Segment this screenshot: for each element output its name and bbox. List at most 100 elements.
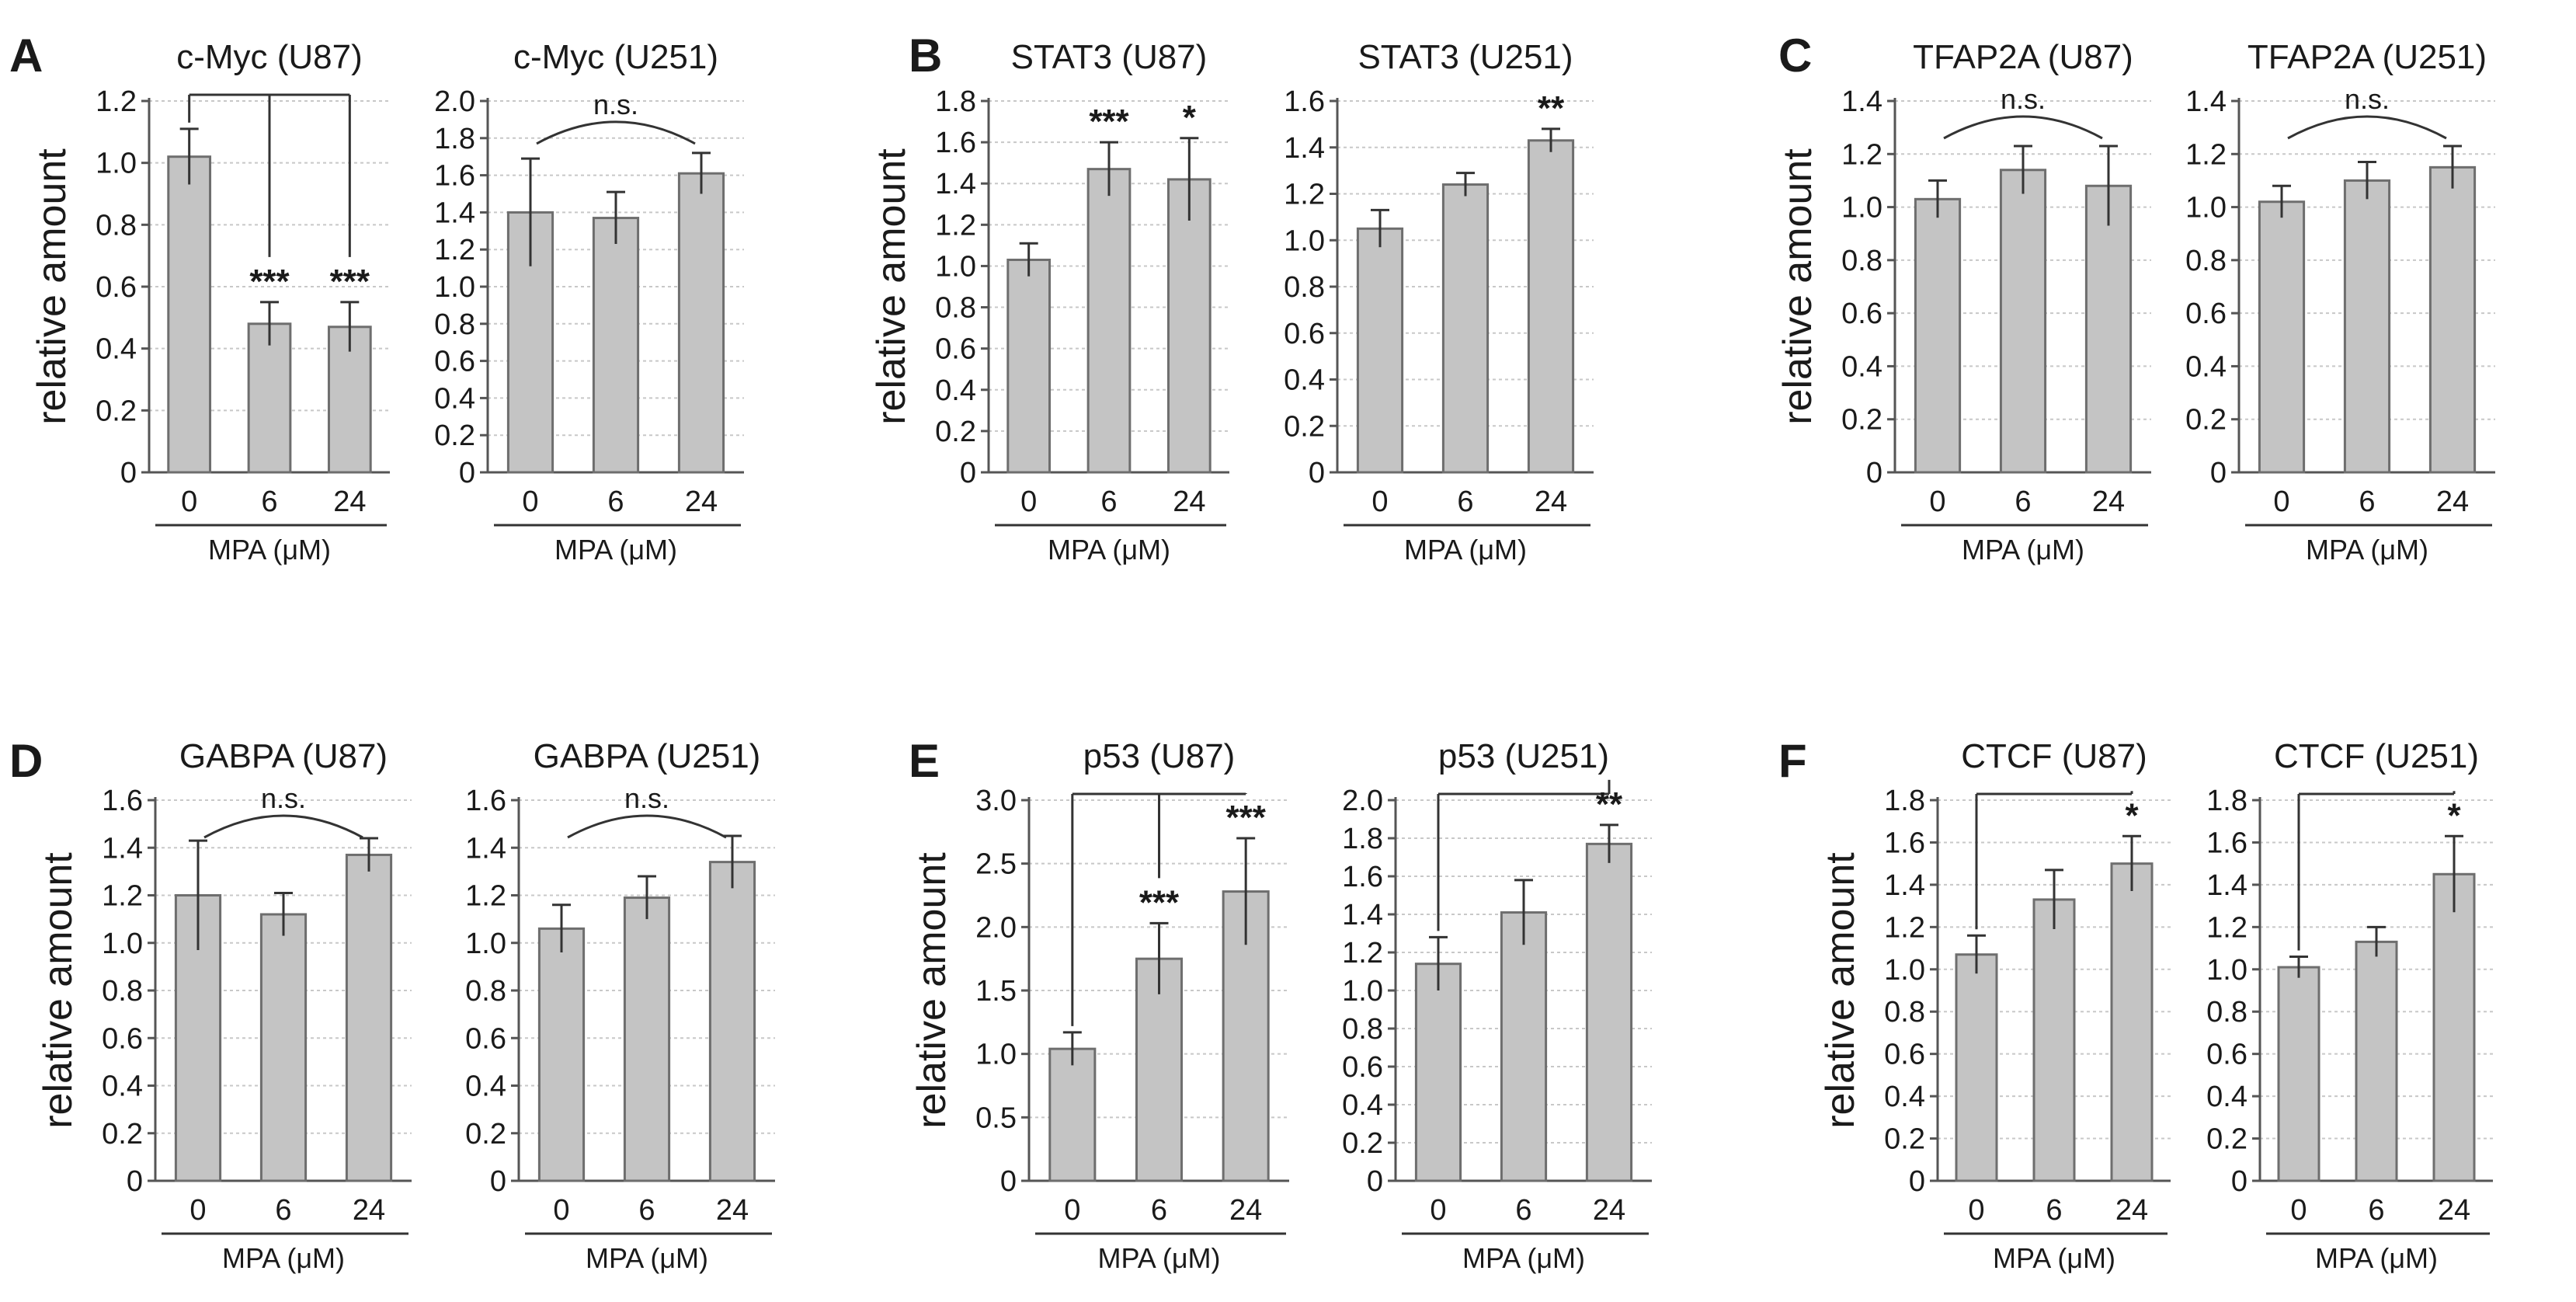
x-tick-label: 6 xyxy=(1100,486,1117,518)
panel-letter-e: E xyxy=(909,735,940,787)
bar xyxy=(677,172,725,474)
y-tick-label: 1.8 xyxy=(1342,823,1383,855)
y-tick-label: 0.2 xyxy=(1284,410,1325,443)
y-axis-label: relative amount xyxy=(30,148,75,425)
y-tick-label: 1.6 xyxy=(1284,85,1325,118)
x-tick-label: 24 xyxy=(2436,486,2469,518)
x-tick-label: 0 xyxy=(553,1194,569,1227)
x-axis-label: MPA (μM) xyxy=(1993,1242,2115,1274)
y-tick-label: 0 xyxy=(127,1165,143,1198)
y-tick-label: 1.4 xyxy=(1284,132,1325,165)
y-tick-label: 1.0 xyxy=(102,928,143,960)
y-tick-label: 0.2 xyxy=(96,395,137,427)
x-tick-label: 0 xyxy=(181,486,197,518)
y-tick-label: 0.4 xyxy=(1884,1081,1925,1113)
y-tick-label: 1.0 xyxy=(2206,954,2247,987)
y-tick-label: 1.2 xyxy=(935,209,976,242)
bar xyxy=(1527,139,1575,474)
y-tick-label: 1.5 xyxy=(975,975,1017,1008)
y-tick-label: 1.8 xyxy=(434,123,475,155)
bar xyxy=(1955,953,1998,1182)
y-tick-label: 1.0 xyxy=(465,928,506,960)
y-tick-label: 1.6 xyxy=(1342,861,1383,893)
x-tick-label: 0 xyxy=(2290,1194,2307,1227)
x-tick-label: 24 xyxy=(1593,1194,1625,1227)
y-tick-label: 1.2 xyxy=(2206,911,2247,944)
x-tick-label: 6 xyxy=(607,486,624,518)
y-tick-label: 0.8 xyxy=(1884,996,1925,1029)
y-tick-label: 0.8 xyxy=(102,975,143,1008)
significance-marker: * xyxy=(1183,99,1197,137)
bar xyxy=(1414,963,1462,1182)
y-tick-label: 0 xyxy=(1909,1165,1925,1198)
y-tick-label: 0.8 xyxy=(434,308,475,341)
y-tick-label: 0.4 xyxy=(1841,350,1882,383)
y-tick-label: 0.6 xyxy=(1284,318,1325,350)
y-tick-label: 2.0 xyxy=(975,911,1017,944)
x-tick-label: 6 xyxy=(638,1194,655,1227)
y-tick-label: 1.0 xyxy=(1884,954,1925,987)
bar xyxy=(2355,940,2398,1182)
y-tick-label: 0 xyxy=(120,457,137,489)
y-tick-label: 0.8 xyxy=(2185,245,2227,277)
x-tick-label: 6 xyxy=(275,1194,291,1227)
y-tick-label: 1.0 xyxy=(2185,192,2227,225)
x-tick-label: 24 xyxy=(1535,486,1567,518)
x-tick-label: 24 xyxy=(716,1194,749,1227)
x-tick-label: 0 xyxy=(1968,1194,1984,1227)
y-axis-label: relative amount xyxy=(1818,852,1863,1129)
y-tick-label: 1.0 xyxy=(975,1039,1017,1071)
y-tick-label: 0.6 xyxy=(1841,298,1882,330)
x-tick-label: 6 xyxy=(2359,486,2375,518)
ns-label: n.s. xyxy=(2345,83,2390,115)
x-axis-label: MPA (μM) xyxy=(1404,534,1527,566)
y-tick-label: 1.4 xyxy=(434,197,475,229)
chart-title: p53 (U87) xyxy=(1083,737,1236,775)
bar xyxy=(2110,862,2154,1182)
x-axis-label: MPA (μM) xyxy=(2306,534,2428,566)
y-tick-label: 1.4 xyxy=(2185,85,2227,118)
y-tick-label: 0.2 xyxy=(1884,1123,1925,1156)
significance-marker: *** xyxy=(1225,799,1266,837)
x-axis-label: MPA (μM) xyxy=(2315,1242,2438,1274)
y-tick-label: 0.5 xyxy=(975,1102,1017,1134)
significance-marker: ** xyxy=(1538,89,1565,127)
x-tick-label: 6 xyxy=(2015,486,2031,518)
chart-title: CTCF (U87) xyxy=(1961,737,2147,775)
y-tick-label: 1.0 xyxy=(96,148,137,180)
chart-e-u87: 0 0.5 1.0 1.5 2.0 2.5 3.0 0 6 24 MPA (μM) p53 (U87)… xyxy=(909,737,1289,1274)
y-tick-label: 0 xyxy=(2210,457,2227,489)
y-tick-label: 1.0 xyxy=(935,250,976,283)
y-tick-label: 0.4 xyxy=(96,333,137,366)
y-tick-label: 0.2 xyxy=(434,419,475,452)
bar xyxy=(1441,183,1490,474)
bar xyxy=(167,155,212,474)
bar xyxy=(2277,966,2320,1182)
x-axis-label: MPA (μM) xyxy=(586,1242,708,1274)
x-tick-label: 24 xyxy=(1173,486,1205,518)
y-tick-label: 0.6 xyxy=(1884,1039,1925,1071)
bar xyxy=(2432,872,2476,1182)
y-tick-label: 1.4 xyxy=(1841,85,1882,118)
chart-title: TFAP2A (U251) xyxy=(2247,38,2487,76)
panel-letter-b: B xyxy=(909,30,942,82)
bar xyxy=(2428,165,2477,474)
x-tick-label: 6 xyxy=(261,486,277,518)
y-axis-label: relative amount xyxy=(869,148,914,425)
x-axis-label: MPA (μM) xyxy=(222,1242,345,1274)
x-tick-label: 0 xyxy=(1020,486,1037,518)
y-tick-label: 1.6 xyxy=(102,785,143,817)
y-tick-label: 1.2 xyxy=(434,234,475,266)
y-tick-label: 1.6 xyxy=(465,785,506,817)
significance-arc xyxy=(2287,115,2447,140)
bar xyxy=(247,322,292,474)
y-tick-label: 1.6 xyxy=(1884,827,1925,859)
y-tick-label: 1.4 xyxy=(1342,899,1383,931)
y-tick-label: 1.2 xyxy=(1884,911,1925,944)
